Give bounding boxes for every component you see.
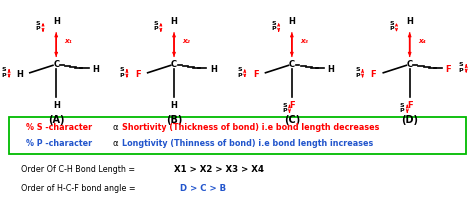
Text: (A): (A) (48, 115, 64, 125)
Text: % P -character: % P -character (26, 139, 91, 148)
Text: S: S (36, 21, 40, 26)
Text: S: S (119, 67, 124, 72)
Text: (D): (D) (401, 115, 418, 125)
Text: x₂: x₂ (182, 38, 190, 44)
Text: Shortivity (Thickness of bond) i.e bond length decreases: Shortivity (Thickness of bond) i.e bond … (122, 123, 380, 132)
Text: C: C (53, 60, 59, 69)
Text: % S -character: % S -character (26, 123, 91, 132)
Text: F: F (135, 70, 141, 79)
Text: P: P (389, 26, 394, 31)
Text: α: α (113, 123, 118, 132)
Text: x₃: x₃ (301, 38, 308, 44)
Text: H: H (171, 17, 177, 26)
Text: F: F (253, 70, 258, 79)
Text: S: S (355, 67, 360, 72)
Text: C: C (171, 60, 177, 69)
Text: C: C (289, 60, 295, 69)
Text: H: H (210, 65, 217, 74)
Text: Order Of C-H Bond Length =: Order Of C-H Bond Length = (21, 165, 137, 174)
Text: P: P (36, 26, 40, 31)
Text: P: P (400, 108, 404, 113)
Text: P: P (282, 108, 287, 113)
Text: H: H (171, 101, 177, 110)
Text: F: F (371, 70, 376, 79)
Text: S: S (237, 67, 242, 72)
Text: D > C > B: D > C > B (180, 184, 226, 193)
Text: H: H (16, 70, 23, 79)
Text: S: S (1, 67, 6, 72)
Text: Order of H-C-F bond angle =: Order of H-C-F bond angle = (21, 184, 138, 193)
Text: P: P (459, 68, 464, 73)
Text: F: F (446, 65, 451, 74)
Text: α: α (113, 139, 118, 148)
Text: x₄: x₄ (418, 38, 426, 44)
Text: S: S (282, 103, 287, 108)
Text: P: P (1, 73, 6, 78)
Text: S: S (459, 62, 464, 67)
Text: S: S (154, 21, 158, 26)
Text: C: C (407, 60, 413, 69)
Text: S: S (271, 21, 276, 26)
Text: H: H (92, 65, 99, 74)
Text: H: H (53, 101, 60, 110)
Text: H: H (53, 17, 60, 26)
Text: P: P (119, 73, 124, 78)
Text: X1 > X2 > X3 > X4: X1 > X2 > X3 > X4 (174, 165, 264, 174)
Text: S: S (389, 21, 394, 26)
Text: H: H (328, 65, 335, 74)
Text: S: S (400, 103, 404, 108)
Text: P: P (271, 26, 276, 31)
Text: F: F (289, 101, 295, 110)
Text: P: P (355, 73, 360, 78)
Text: H: H (406, 17, 413, 26)
Text: H: H (288, 17, 295, 26)
Text: Longtivity (Thinness of bond) i.e bond length increases: Longtivity (Thinness of bond) i.e bond l… (122, 139, 374, 148)
Text: P: P (237, 73, 242, 78)
Text: (B): (B) (166, 115, 182, 125)
Text: P: P (154, 26, 158, 31)
FancyBboxPatch shape (9, 117, 466, 154)
Text: F: F (407, 101, 412, 110)
Text: (C): (C) (284, 115, 300, 125)
Text: x₁: x₁ (64, 38, 73, 44)
